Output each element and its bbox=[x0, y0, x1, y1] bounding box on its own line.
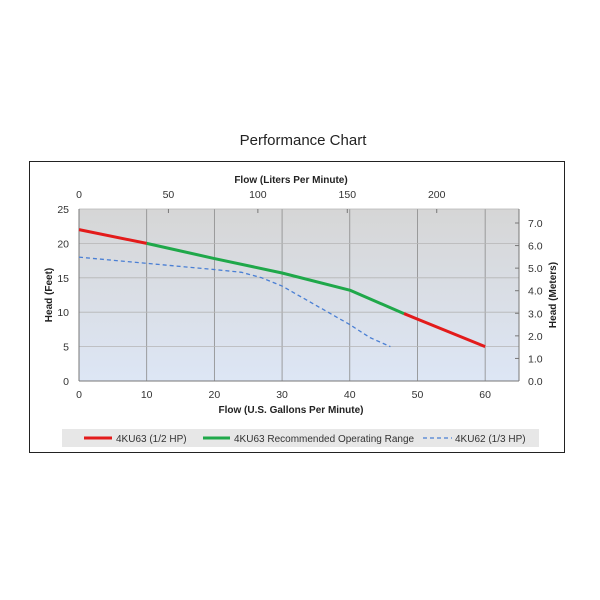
y2-tick-label: 4.0 bbox=[528, 286, 543, 298]
x-tick-label: 30 bbox=[276, 389, 288, 401]
legend bbox=[62, 429, 539, 447]
y2-tick-label: 7.0 bbox=[528, 218, 543, 230]
y-tick-label: 0 bbox=[63, 376, 69, 388]
y2-tick-label: 6.0 bbox=[528, 241, 543, 253]
y-tick-label: 20 bbox=[57, 238, 69, 250]
x-tick-label: 20 bbox=[209, 389, 221, 401]
x-tick-label: 60 bbox=[479, 389, 491, 401]
y-tick-label: 25 bbox=[57, 204, 69, 216]
y-tick-label: 15 bbox=[57, 273, 69, 285]
x2-tick-label: 150 bbox=[339, 189, 357, 201]
y-tick-label: 10 bbox=[57, 307, 69, 319]
legend-label-0: 4KU63 (1/2 HP) bbox=[116, 434, 187, 445]
legend-label-1: 4KU63 Recommended Operating Range bbox=[234, 434, 415, 445]
y2-tick-label: 2.0 bbox=[528, 331, 543, 343]
x2-axis-title: Flow (Liters Per Minute) bbox=[234, 175, 347, 186]
y2-tick-label: 3.0 bbox=[528, 308, 543, 320]
x-axis-title: Flow (U.S. Gallons Per Minute) bbox=[218, 405, 363, 416]
x-tick-label: 10 bbox=[141, 389, 153, 401]
chart-frame bbox=[29, 161, 565, 453]
series-line-2 bbox=[78, 256, 391, 348]
x2-tick-label: 100 bbox=[249, 189, 267, 201]
y2-tick-label: 0.0 bbox=[528, 376, 543, 388]
x2-tick-label: 0 bbox=[76, 189, 82, 201]
y-tick-label: 5 bbox=[63, 342, 69, 354]
y2-axis-title: Head (Meters) bbox=[548, 262, 559, 328]
x2-tick-label: 200 bbox=[428, 189, 446, 201]
y2-tick-label: 1.0 bbox=[528, 353, 543, 365]
series-line-1 bbox=[146, 241, 405, 315]
x-tick-label: 50 bbox=[412, 389, 424, 401]
legend-label-2: 4KU62 (1/3 HP) bbox=[455, 434, 526, 445]
series-line-0 bbox=[78, 228, 147, 245]
y-axis-title: Head (Feet) bbox=[44, 268, 55, 322]
y2-tick-label: 5.0 bbox=[528, 263, 543, 275]
x2-tick-label: 50 bbox=[163, 189, 175, 201]
x-tick-label: 40 bbox=[344, 389, 356, 401]
chart-title: Performance Chart bbox=[239, 132, 367, 149]
x-tick-label: 0 bbox=[76, 389, 82, 401]
series-line-0 bbox=[403, 312, 486, 348]
